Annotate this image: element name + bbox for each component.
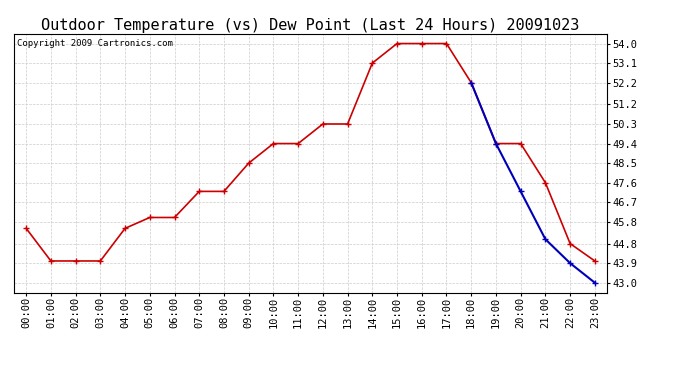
Text: Copyright 2009 Cartronics.com: Copyright 2009 Cartronics.com xyxy=(17,39,172,48)
Title: Outdoor Temperature (vs) Dew Point (Last 24 Hours) 20091023: Outdoor Temperature (vs) Dew Point (Last… xyxy=(41,18,580,33)
